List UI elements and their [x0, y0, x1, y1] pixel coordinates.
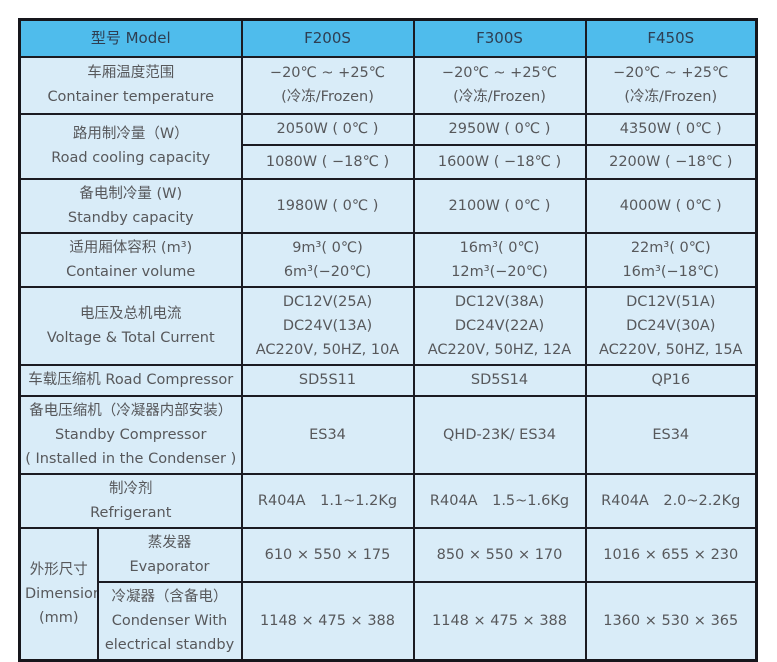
cell-container-volume-f450s: 22m³( 0℃) 16m³(−18℃) — [584, 231, 758, 288]
label-standby-compressor: 备电压缩机（冷凝器内部安装） Standby Compressor ( Inst… — [18, 394, 243, 475]
cell-voltage-f300s: DC12V(38A) DC24V(22A) AC220V, 50HZ, 12A — [412, 285, 587, 366]
header-model-label: 型号 Model — [18, 18, 243, 58]
cell-refrigerant-f450s: R404A 2.0~2.2Kg — [584, 472, 758, 529]
row-road-compressor: 车载压缩机 Road Compressor SD5S11 SD5S14 QP16 — [18, 363, 758, 397]
cell-voltage-f200s: DC12V(25A) DC24V(13A) AC220V, 50HZ, 10A — [240, 285, 415, 366]
row-road-cooling-0c: 路用制冷量（W） Road cooling capacity 2050W ( 0… — [18, 112, 758, 180]
spec-table: 型号 Model F200S F300S F450S 车厢温度范围 Contai… — [18, 18, 758, 662]
cell-refrigerant-f300s: R404A 1.5~1.6Kg — [412, 472, 587, 529]
cell-standby-capacity-f300s: 2100W ( 0℃ ) — [412, 177, 587, 234]
cell-temperature-f450s: −20℃ ~ +25℃ (冷冻/Frozen) — [584, 55, 758, 115]
label-evaporator: 蒸发器 Evaporator — [96, 526, 243, 583]
cell-road-compressor-f200s: SD5S11 — [240, 363, 415, 397]
cell-standby-compressor-f450s: ES34 — [584, 394, 758, 475]
cell-road-cooling-m18c-f300s: 1600W ( −18℃ ) — [412, 143, 587, 180]
label-road-cooling: 路用制冷量（W） Road cooling capacity — [18, 112, 243, 180]
cell-condenser-f450s: 1360 × 530 × 365 — [584, 580, 758, 661]
label-condenser: 冷凝器（含备电） Condenser With electrical stand… — [96, 580, 243, 661]
cell-standby-compressor-f200s: ES34 — [240, 394, 415, 475]
cell-container-volume-f200s: 9m³( 0℃) 6m³(−20℃) — [240, 231, 415, 288]
row-standby-compressor: 备电压缩机（冷凝器内部安装） Standby Compressor ( Inst… — [18, 394, 758, 475]
label-dimensions: 外形尺寸 Dimensions (mm) — [18, 526, 99, 661]
cell-container-volume-f300s: 16m³( 0℃) 12m³(−20℃) — [412, 231, 587, 288]
cell-road-cooling-m18c-f450s: 2200W ( −18℃ ) — [584, 143, 758, 180]
header-model-f200s: F200S — [240, 18, 415, 58]
cell-voltage-f450s: DC12V(51A) DC24V(30A) AC220V, 50HZ, 15A — [584, 285, 758, 366]
row-container-volume: 适用厢体容积 (m³) Container volume 9m³( 0℃) 6m… — [18, 231, 758, 288]
row-road-cooling-minus18c: 1080W ( −18℃ ) 1600W ( −18℃ ) 2200W ( −1… — [20, 143, 758, 180]
cell-evaporator-f300s: 850 × 550 × 170 — [412, 526, 587, 583]
label-voltage-current: 电压及总机电流 Voltage & Total Current — [18, 285, 243, 366]
cell-temperature-f200s: −20℃ ~ +25℃ (冷冻/Frozen) — [240, 55, 415, 115]
cell-evaporator-f450s: 1016 × 655 × 230 — [584, 526, 758, 583]
label-refrigerant: 制冷剂 Refrigerant — [18, 472, 243, 529]
row-container-temperature: 车厢温度范围 Container temperature −20℃ ~ +25℃… — [18, 55, 758, 115]
label-road-compressor: 车载压缩机 Road Compressor — [18, 363, 243, 397]
page: 型号 Model F200S F300S F450S 车厢温度范围 Contai… — [18, 18, 758, 662]
cell-road-cooling-0c-f200s: 2050W ( 0℃ ) — [240, 112, 415, 146]
label-standby-capacity: 备电制冷量 (W) Standby capacity — [18, 177, 243, 234]
header-model-f300s: F300S — [412, 18, 587, 58]
cell-standby-capacity-f450s: 4000W ( 0℃ ) — [584, 177, 758, 234]
cell-refrigerant-f200s: R404A 1.1~1.2Kg — [240, 472, 415, 529]
header-row: 型号 Model F200S F300S F450S — [18, 18, 758, 58]
row-condenser-dimensions: 冷凝器（含备电） Condenser With electrical stand… — [20, 580, 758, 661]
cell-evaporator-f200s: 610 × 550 × 175 — [240, 526, 415, 583]
row-refrigerant: 制冷剂 Refrigerant R404A 1.1~1.2Kg R404A 1.… — [18, 472, 758, 529]
cell-road-cooling-0c-f450s: 4350W ( 0℃ ) — [584, 112, 758, 146]
cell-road-compressor-f450s: QP16 — [584, 363, 758, 397]
label-container-temperature: 车厢温度范围 Container temperature — [18, 55, 243, 115]
cell-standby-capacity-f200s: 1980W ( 0℃ ) — [240, 177, 415, 234]
cell-standby-compressor-f300s: QHD-23K/ ES34 — [412, 394, 587, 475]
cell-condenser-f300s: 1148 × 475 × 388 — [412, 580, 587, 661]
label-container-volume: 适用厢体容积 (m³) Container volume — [18, 231, 243, 288]
row-evaporator-dimensions: 外形尺寸 Dimensions (mm) 蒸发器 Evaporator 610 … — [18, 526, 758, 661]
row-standby-capacity: 备电制冷量 (W) Standby capacity 1980W ( 0℃ ) … — [18, 177, 758, 234]
row-voltage-current: 电压及总机电流 Voltage & Total Current DC12V(25… — [18, 285, 758, 366]
cell-road-cooling-0c-f300s: 2950W ( 0℃ ) — [412, 112, 587, 146]
header-model-f450s: F450S — [584, 18, 758, 58]
cell-temperature-f300s: −20℃ ~ +25℃ (冷冻/Frozen) — [412, 55, 587, 115]
cell-road-compressor-f300s: SD5S14 — [412, 363, 587, 397]
cell-road-cooling-m18c-f200s: 1080W ( −18℃ ) — [240, 143, 415, 180]
cell-condenser-f200s: 1148 × 475 × 388 — [240, 580, 415, 661]
